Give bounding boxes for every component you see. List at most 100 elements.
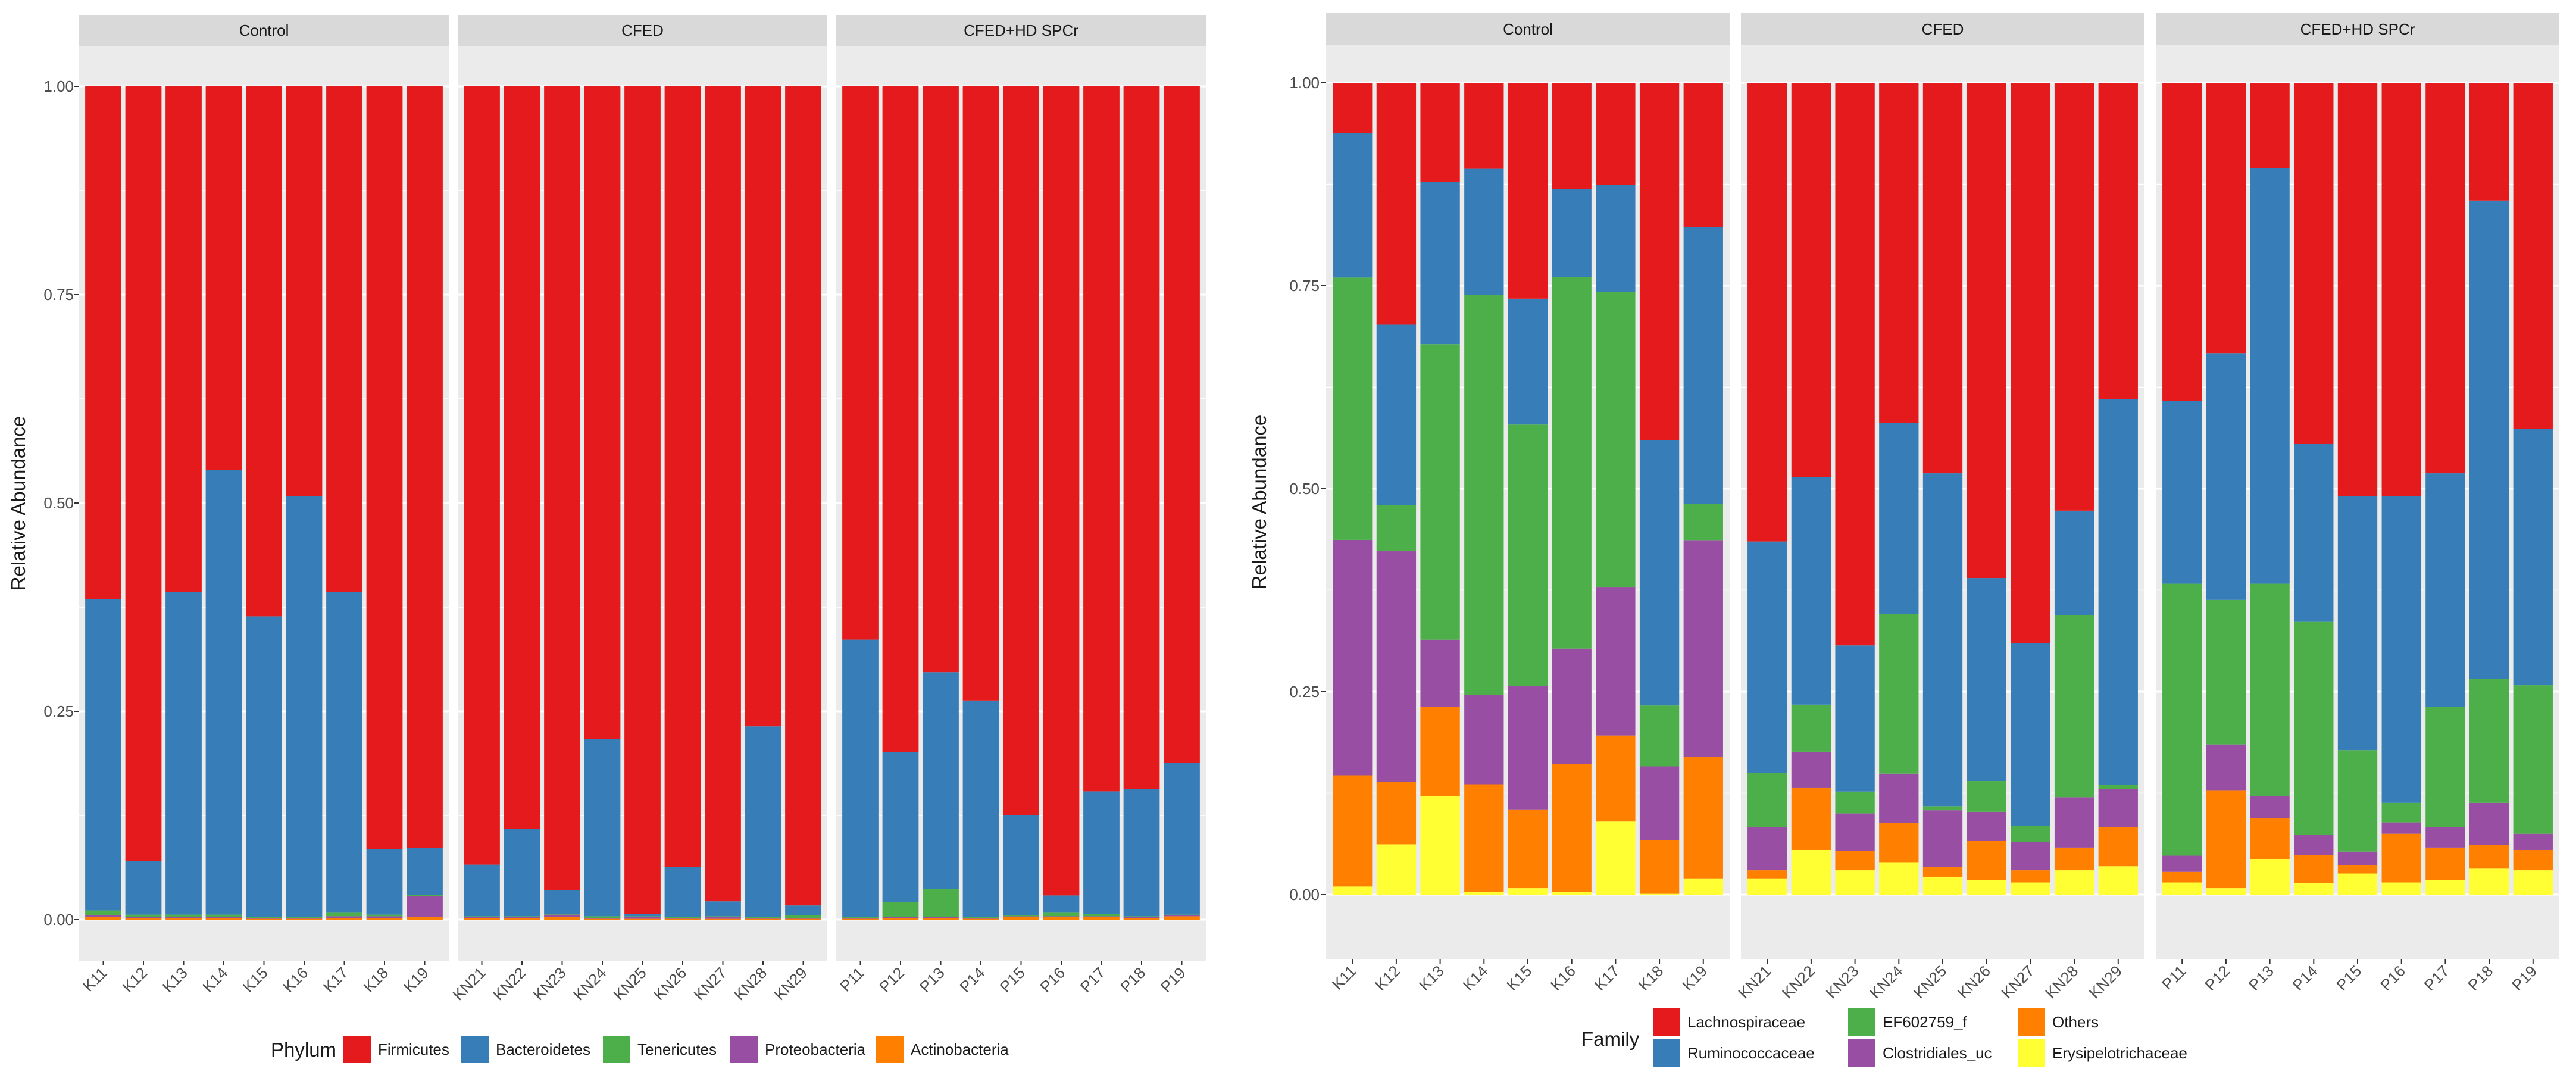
bar-segment-p14-lachnospiraceae xyxy=(2294,83,2334,444)
facet-strip xyxy=(79,15,449,46)
bar-segment-k19-tenericutes xyxy=(407,895,443,896)
bar-segment-k12-ruminococcaceae xyxy=(1376,324,1417,505)
bar-segment-k13-tenericutes xyxy=(165,914,202,917)
bar-segment-k16-others xyxy=(1552,764,1592,892)
bar-segment-kn28-erysipelotrichaceae xyxy=(2054,870,2094,895)
bar-segment-k17-tenericutes xyxy=(326,912,362,917)
x-tick-label: KN21 xyxy=(449,964,489,1004)
facet-strip-label: Control xyxy=(1503,20,1553,38)
bar-segment-kn26-firmicutes xyxy=(664,86,701,867)
y-tick-label: 0.75 xyxy=(1289,277,1320,295)
x-tick-label: KN24 xyxy=(570,964,609,1004)
x-tick-label: KN24 xyxy=(1866,962,1906,1002)
bar-segment-k17-others xyxy=(1596,735,1636,822)
bar-segment-k12-ef602759-f xyxy=(1376,505,1417,552)
legend-key xyxy=(603,1036,630,1063)
bar-segment-k17-erysipelotrichaceae xyxy=(1596,821,1636,895)
bar-segment-kn21-clostridiales-uc xyxy=(1747,827,1787,871)
facet-control: Control K11 K12 K13 K14 K15 K16 K17 K18 K19 xyxy=(79,15,449,996)
bar-segment-k12-bacteroidetes xyxy=(125,861,162,915)
bar-segment-k18-erysipelotrichaceae xyxy=(1639,893,1680,895)
bar-segment-k18-bacteroidetes xyxy=(366,849,403,915)
legend: Phylum Firmicutes Bacteroidetes Tenericutes… xyxy=(271,1036,1009,1063)
bar-segment-k18-firmicutes xyxy=(366,86,403,849)
bar-segment-p16-erysipelotrichaceae xyxy=(2381,882,2421,895)
x-tick-label: K16 xyxy=(279,964,311,996)
legend-key xyxy=(876,1036,904,1063)
bar-segment-k12-clostridiales-uc xyxy=(1376,551,1417,782)
bar-segment-kn25-lachnospiraceae xyxy=(1922,83,1963,474)
x-tick-label: K11 xyxy=(79,964,111,995)
bar-segment-p11-lachnospiraceae xyxy=(2162,83,2202,401)
legend-label: Tenericutes xyxy=(637,1040,717,1058)
bar-segment-p17-lachnospiraceae xyxy=(2425,83,2465,474)
x-tick-label: K18 xyxy=(1634,962,1667,994)
bar-segment-k11-actinobacteria xyxy=(85,917,121,920)
legend-label: Actinobacteria xyxy=(911,1040,1009,1058)
y-tick-label: 0.25 xyxy=(43,702,74,720)
bar-segment-p19-firmicutes xyxy=(1164,86,1200,763)
bar-segment-kn26-others xyxy=(1967,840,2006,880)
bar-segment-p18-lachnospiraceae xyxy=(2469,83,2509,201)
bar-segment-p11-bacteroidetes xyxy=(842,639,879,917)
x-tick-label: K13 xyxy=(1415,962,1448,994)
bar-segment-k16-ef602759-f xyxy=(1552,276,1592,649)
bar-segment-k18-tenericutes xyxy=(366,914,403,917)
bar-segment-kn22-proteobacteria xyxy=(504,917,540,918)
bar-segment-kn23-bacteroidetes xyxy=(544,890,580,914)
bar-segment-kn29-ef602759-f xyxy=(2098,785,2138,789)
bar-segment-kn25-actinobacteria xyxy=(624,918,661,920)
bar-segment-p14-clostridiales-uc xyxy=(2294,835,2334,855)
x-tick-label: P18 xyxy=(2464,962,2496,994)
bar-segment-p15-bacteroidetes xyxy=(1003,815,1039,915)
legend-label: Lachnospiraceae xyxy=(1687,1013,1805,1031)
x-tick-label: KN27 xyxy=(690,964,730,1004)
bar-segment-k13-others xyxy=(1420,707,1460,796)
bar-segment-k15-ruminococcaceae xyxy=(1508,298,1548,425)
bar-segment-kn22-actinobacteria xyxy=(504,918,540,920)
bar-segment-k12-lachnospiraceae xyxy=(1376,83,1417,325)
x-tick-label: P19 xyxy=(1157,964,1189,996)
facet-strip-label: CFED xyxy=(1922,20,1964,38)
bar-segment-k18-ruminococcaceae xyxy=(1639,440,1680,706)
bar-segment-kn21-erysipelotrichaceae xyxy=(1747,878,1787,895)
bar-segment-k12-erysipelotrichaceae xyxy=(1376,844,1417,895)
bar-segment-p19-ruminococcaceae xyxy=(2513,429,2553,686)
bar-segment-kn28-tenericutes xyxy=(745,917,781,918)
bar-segment-p17-actinobacteria xyxy=(1083,917,1120,920)
x-tick-label: K12 xyxy=(1371,962,1403,994)
bar-segment-k14-bacteroidetes xyxy=(205,470,242,915)
bar-segment-kn24-erysipelotrichaceae xyxy=(1879,862,1919,895)
bar-segment-p14-ruminococcaceae xyxy=(2294,443,2334,622)
x-tick-label: KN29 xyxy=(771,964,811,1004)
bar-segment-k11-erysipelotrichaceae xyxy=(1333,886,1373,895)
facet-strip xyxy=(836,15,1206,46)
x-tick-label: P16 xyxy=(2377,962,2409,994)
bar-segment-kn29-firmicutes xyxy=(785,86,821,906)
bar-segment-kn28-actinobacteria xyxy=(745,918,781,920)
bar-segment-k14-tenericutes xyxy=(205,914,242,917)
bar-segment-p15-ef602759-f xyxy=(2337,750,2378,852)
bar-segment-kn22-bacteroidetes xyxy=(504,829,540,917)
bar-segment-k12-proteobacteria xyxy=(125,917,162,918)
legend-key xyxy=(730,1036,758,1063)
bar-segment-k14-proteobacteria xyxy=(205,917,242,918)
bar-segment-kn24-lachnospiraceae xyxy=(1879,83,1919,423)
bar-segment-k16-tenericutes xyxy=(286,917,323,918)
legend-label: Ruminococcaceae xyxy=(1687,1044,1815,1062)
bar-segment-kn23-ruminococcaceae xyxy=(1835,645,1875,792)
facet-strip-label: Control xyxy=(239,21,289,39)
bar-segment-k14-erysipelotrichaceae xyxy=(1464,892,1504,895)
bar-segment-k11-tenericutes xyxy=(85,910,121,915)
bar-segment-p14-erysipelotrichaceae xyxy=(2294,883,2334,895)
bar-segment-k19-bacteroidetes xyxy=(407,848,443,895)
bar-segment-k11-lachnospiraceae xyxy=(1333,83,1373,133)
bar-segment-kn26-bacteroidetes xyxy=(664,867,701,917)
bar-segment-p13-tenericutes xyxy=(923,889,959,917)
bar-segment-kn25-others xyxy=(1922,867,1963,877)
legend-label: Others xyxy=(2052,1013,2099,1031)
y-tick-label: 0.25 xyxy=(1289,683,1320,701)
bar-segment-p12-actinobacteria xyxy=(882,918,919,920)
bar-segment-k19-actinobacteria xyxy=(407,917,443,920)
